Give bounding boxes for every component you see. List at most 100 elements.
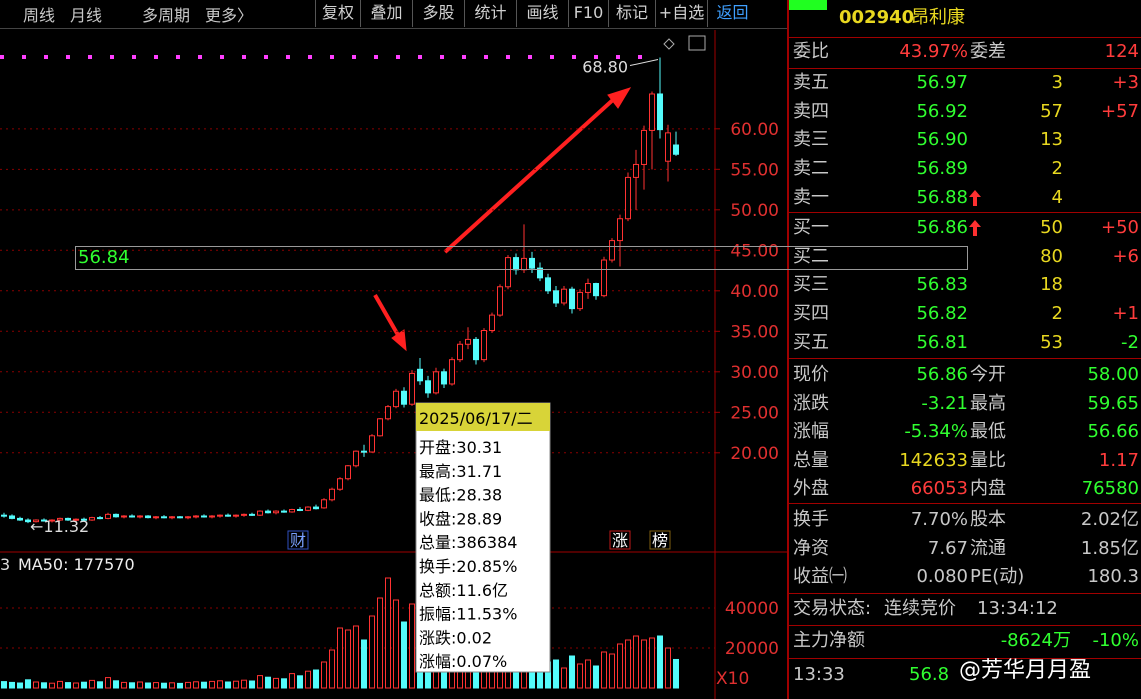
toolbar-button[interactable]: 多股: [412, 0, 464, 27]
volume-bar: [401, 621, 407, 689]
book-label: 买五: [793, 331, 829, 353]
volume-bar: [561, 667, 567, 689]
candle-body: [209, 515, 215, 518]
book-volume: 4: [1051, 186, 1063, 208]
value: 180.3: [1087, 566, 1139, 587]
volume-bar: [649, 637, 655, 689]
volume-bar: [169, 682, 175, 689]
candle-body: [633, 163, 639, 178]
volume-bar: [193, 681, 199, 689]
candle-body: [353, 450, 359, 467]
candle-body: [513, 257, 519, 271]
candle-body: [297, 509, 303, 512]
label: 委差: [970, 41, 1006, 62]
candle-body: [521, 257, 527, 271]
volume-bar: [633, 635, 639, 689]
tooltip-line: 涨跌:0.02: [419, 628, 492, 647]
toolbar-button[interactable]: 返回: [707, 0, 757, 27]
volume-bar: [617, 643, 623, 689]
candle-body: [329, 488, 335, 501]
volume-bar: [289, 673, 295, 689]
value: 56.66: [1087, 421, 1139, 442]
volume-bar: [593, 665, 599, 689]
book-volume: 80: [1040, 245, 1063, 267]
toolbar: 周线 月线 多周期 更多〉 复权 叠加 多股 统计 画线 F10 标记 +自选 返回: [0, 0, 787, 29]
label: 内盘: [970, 478, 1006, 499]
period-tab[interactable]: 月线: [70, 6, 103, 25]
volume-bar: [161, 682, 167, 689]
diamond-icon[interactable]: [663, 38, 675, 50]
period-tab[interactable]: 更多〉: [205, 6, 254, 25]
candle-body: [601, 259, 607, 297]
event-marker: 榜: [652, 531, 668, 550]
toolbar-button[interactable]: 统计: [464, 0, 516, 27]
book-change: -2: [1121, 331, 1139, 353]
window-icon[interactable]: [688, 35, 706, 51]
label: 净资: [793, 537, 829, 559]
candle-body: [73, 518, 79, 521]
volume-bar: [377, 597, 383, 689]
value: -5.34%: [904, 421, 968, 442]
tooltip-line: 最高:31.71: [419, 462, 502, 481]
toolbar-button[interactable]: F10: [568, 0, 608, 27]
volume-prefix: 3: [0, 555, 10, 574]
separator: [789, 358, 1141, 359]
label: 今开: [970, 364, 1006, 385]
label: 换手: [793, 509, 829, 530]
candle-body: [457, 343, 463, 361]
volume-bar: [81, 681, 87, 689]
value: 58.00: [1087, 364, 1139, 385]
y-tick-label: 20000: [725, 639, 779, 659]
candle-body: [193, 515, 199, 518]
toolbar-button[interactable]: 标记: [608, 0, 655, 27]
toolbar-button[interactable]: +自选: [655, 0, 707, 27]
separator: [789, 212, 1141, 213]
quote-panel: 002940 昂利康 委比 43.97% 委差 124 卖五 56.97 3 +3 卖四 56.92 5…: [75, 0, 1141, 699]
candle-body: [41, 519, 47, 522]
book-label: 卖三: [793, 129, 829, 151]
candle-body: [201, 515, 207, 518]
toolbar-button[interactable]: 复权: [315, 0, 360, 27]
volume-bar: [353, 625, 359, 689]
value: 56.86: [916, 364, 968, 385]
status-label: 交易状态:: [793, 598, 872, 619]
book-volume: 2: [1051, 158, 1063, 180]
candle-body: [289, 509, 295, 513]
tooltip: 2025/06/17/二开盘:30.31 最高:31.71 最低:28.38 收盘:2…: [415, 402, 551, 673]
value: 142633: [899, 449, 968, 471]
label: 最高: [970, 392, 1006, 414]
candle-body: [529, 257, 535, 269]
candle-body: [121, 515, 127, 518]
volume-bar: [393, 599, 399, 689]
toolbar-button[interactable]: 叠加: [360, 0, 412, 27]
candle-body: [17, 517, 23, 521]
book-price: 56.83: [916, 274, 968, 296]
scale-label: X10: [716, 669, 749, 689]
book-price: 56.82: [916, 303, 968, 325]
flow-label: 主力净额: [793, 630, 865, 651]
candle-body: [553, 290, 559, 304]
value: 76580: [1081, 478, 1139, 499]
separator: [789, 503, 1141, 504]
candle-body: [657, 93, 663, 131]
value: 66053: [910, 478, 968, 499]
label: PE(动): [970, 566, 1025, 587]
candle-body: [185, 516, 191, 519]
volume-bar: [57, 680, 63, 689]
y-tick-label: 35.00: [730, 322, 779, 342]
annotation-leader: [629, 59, 659, 67]
flow-value: -8624万: [1000, 630, 1071, 651]
candle-body: [497, 286, 503, 316]
candle-body: [625, 176, 631, 220]
book-change: +57: [1101, 100, 1139, 122]
book-label: 买一: [793, 217, 829, 238]
period-tab[interactable]: 多周期: [142, 6, 191, 25]
candle-body: [161, 516, 167, 519]
candle-body: [281, 510, 287, 513]
volume-bar: [329, 649, 335, 689]
candle-body: [233, 514, 239, 517]
toolbar-button[interactable]: 画线: [516, 0, 568, 27]
period-tab[interactable]: 周线: [23, 6, 56, 25]
candle-body: [473, 338, 479, 361]
